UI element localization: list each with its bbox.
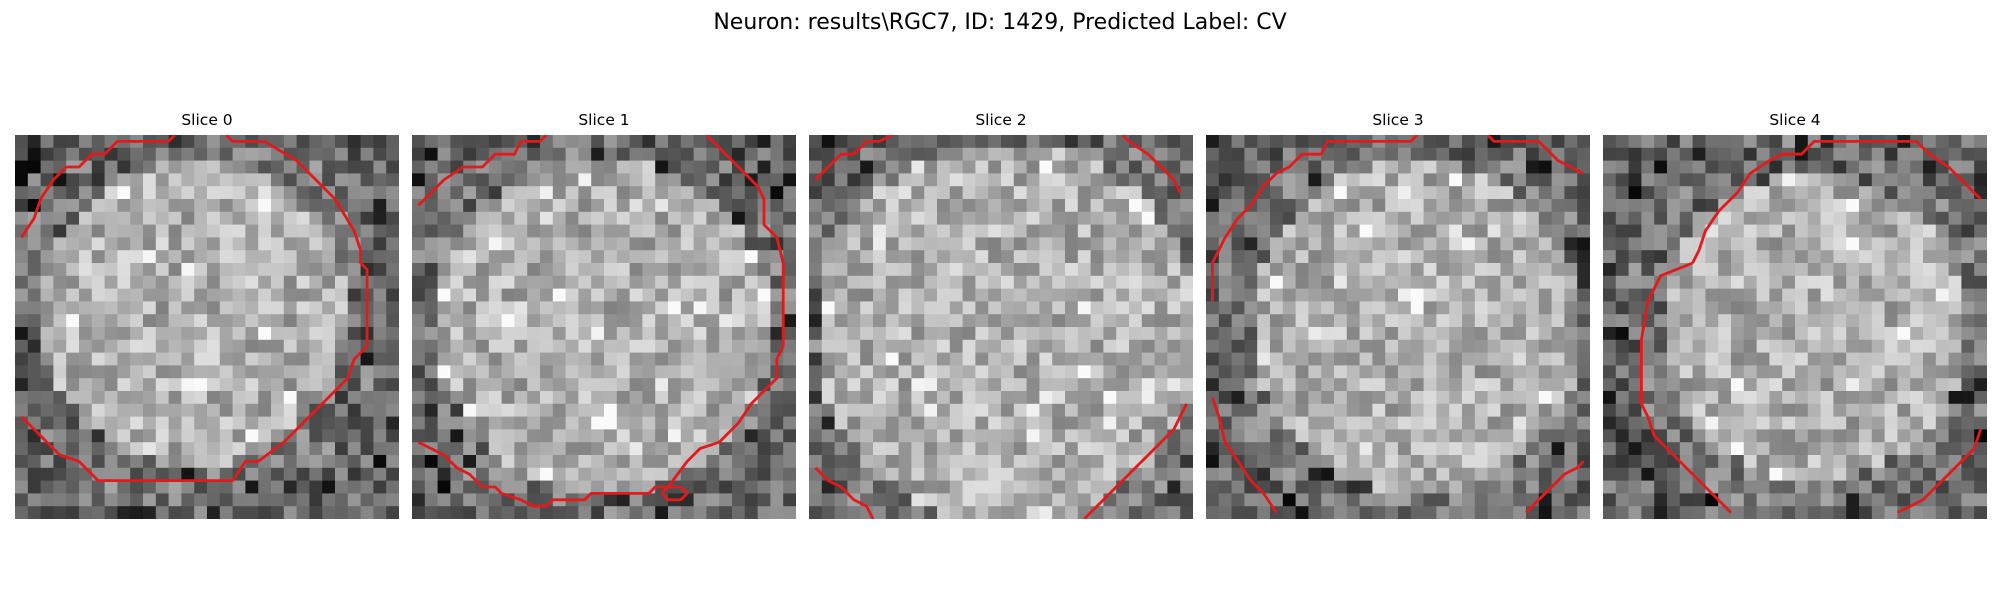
slice-panel-3: Slice 3: [1206, 105, 1590, 519]
contour-line: [20, 135, 369, 483]
contour-line: [1210, 135, 1419, 302]
slice-panel-2: Slice 2: [809, 105, 1193, 519]
contour-line: [814, 466, 875, 519]
slice-title-1: Slice 1: [578, 111, 630, 129]
contour-line: [20, 135, 176, 239]
slice-title-2: Slice 2: [975, 111, 1027, 129]
slice-image-1: [412, 135, 796, 519]
slice-title-0: Slice 0: [181, 111, 233, 129]
slice-image-4: [1603, 135, 1987, 519]
slice-panel-4: Slice 4: [1603, 105, 1987, 519]
contour-line: [1211, 396, 1278, 514]
contour-line: [417, 135, 548, 207]
contour-line: [1121, 135, 1182, 194]
contour-line: [1691, 139, 1982, 264]
slice-title-4: Slice 4: [1769, 111, 1821, 129]
contour-line: [417, 135, 785, 508]
slice-panel-1: Slice 1: [412, 105, 796, 519]
slice-title-3: Slice 3: [1372, 111, 1424, 129]
slice-image-3: [1206, 135, 1590, 519]
figure-title: Neuron: results\RGC7, ID: 1429, Predicte…: [713, 10, 1287, 35]
slice-image-2: [809, 135, 1193, 519]
contour-line: [814, 135, 893, 181]
contour-line: [1486, 135, 1585, 175]
contour-line: [1639, 261, 1732, 514]
contour-line: [1896, 428, 1982, 514]
contour-line: [1083, 403, 1188, 519]
contour-line: [660, 485, 689, 502]
slice-panel-0: Slice 0: [15, 105, 399, 519]
contour-line: [1525, 460, 1585, 514]
slice-image-0: [15, 135, 399, 519]
